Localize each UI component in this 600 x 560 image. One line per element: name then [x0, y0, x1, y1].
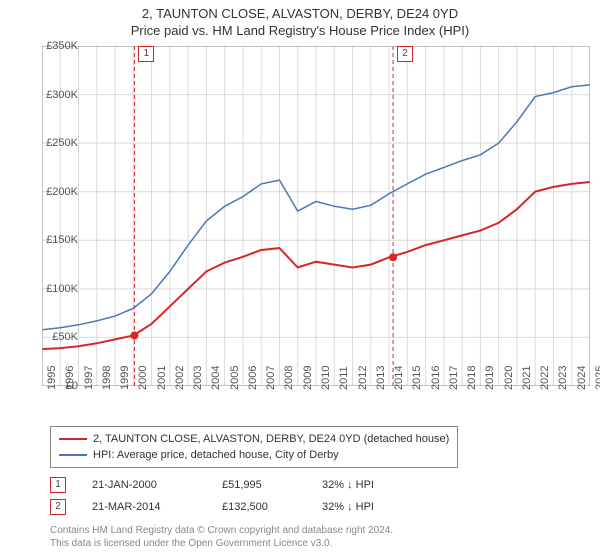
x-tick-label: 2010 — [320, 366, 332, 390]
x-tick-label: 2022 — [539, 366, 551, 390]
chart-area: £0£50K£100K£150K£200K£250K£300K£350K 199… — [42, 46, 590, 386]
y-tick-label: £50K — [38, 331, 78, 343]
x-tick-label: 2006 — [247, 366, 259, 390]
x-tick-label: 2023 — [557, 366, 569, 390]
x-tick-label: 1995 — [46, 366, 58, 390]
chart-svg — [42, 46, 590, 386]
y-tick-label: £100K — [38, 283, 78, 295]
x-tick-label: 2000 — [137, 366, 149, 390]
sale-price: £132,500 — [222, 501, 322, 513]
sale-marker-box: 2 — [397, 46, 413, 62]
x-tick-label: 2009 — [302, 366, 314, 390]
y-tick-label: £150K — [38, 234, 78, 246]
sales-table: 1 21-JAN-2000£51,99532% ↓ HPI 2 21-MAR-2014… — [50, 474, 422, 518]
x-tick-label: 2017 — [448, 366, 460, 390]
x-tick-label: 1998 — [101, 366, 113, 390]
x-tick-label: 2021 — [521, 366, 533, 390]
x-tick-label: 2018 — [466, 366, 478, 390]
x-tick-label: 2001 — [156, 366, 168, 390]
x-tick-label: 1999 — [119, 366, 131, 390]
footer-line1: Contains HM Land Registry data © Crown c… — [50, 524, 393, 537]
x-tick-label: 2012 — [357, 366, 369, 390]
sale-row: 1 21-JAN-2000£51,99532% ↓ HPI — [50, 474, 422, 496]
chart-container: 2, TAUNTON CLOSE, ALVASTON, DERBY, DE24 … — [0, 0, 600, 560]
x-tick-label: 2020 — [503, 366, 515, 390]
x-tick-label: 2013 — [375, 366, 387, 390]
sale-marker-box: 1 — [138, 46, 154, 62]
x-tick-label: 1996 — [64, 366, 76, 390]
title-subtitle: Price paid vs. HM Land Registry's House … — [0, 23, 600, 38]
legend-row: HPI: Average price, detached house, City… — [59, 447, 449, 463]
sale-price: £51,995 — [222, 479, 322, 491]
x-tick-label: 2014 — [393, 366, 405, 390]
x-tick-label: 1997 — [83, 366, 95, 390]
legend-swatch — [59, 454, 87, 456]
x-tick-label: 2005 — [229, 366, 241, 390]
x-tick-label: 2003 — [192, 366, 204, 390]
x-tick-label: 2004 — [210, 366, 222, 390]
legend-row: 2, TAUNTON CLOSE, ALVASTON, DERBY, DE24 … — [59, 431, 449, 447]
sale-row: 2 21-MAR-2014£132,50032% ↓ HPI — [50, 496, 422, 518]
x-tick-label: 2015 — [411, 366, 423, 390]
sale-date: 21-MAR-2014 — [92, 501, 222, 513]
x-tick-label: 2019 — [484, 366, 496, 390]
legend-label: 2, TAUNTON CLOSE, ALVASTON, DERBY, DE24 … — [93, 431, 449, 447]
x-tick-label: 2024 — [576, 366, 588, 390]
x-tick-label: 2016 — [430, 366, 442, 390]
x-tick-label: 2011 — [338, 366, 350, 390]
x-tick-label: 2002 — [174, 366, 186, 390]
footer-note: Contains HM Land Registry data © Crown c… — [50, 524, 393, 550]
sale-diff: 32% ↓ HPI — [322, 501, 422, 513]
legend-label: HPI: Average price, detached house, City… — [93, 447, 339, 463]
x-tick-label: 2007 — [265, 366, 277, 390]
sale-diff: 32% ↓ HPI — [322, 479, 422, 491]
y-tick-label: £200K — [38, 186, 78, 198]
x-tick-label: 2008 — [283, 366, 295, 390]
title-address: 2, TAUNTON CLOSE, ALVASTON, DERBY, DE24 … — [0, 6, 600, 21]
sale-date: 21-JAN-2000 — [92, 479, 222, 491]
legend: 2, TAUNTON CLOSE, ALVASTON, DERBY, DE24 … — [50, 426, 458, 468]
x-tick-label: 2025 — [594, 366, 600, 390]
footer-line2: This data is licensed under the Open Gov… — [50, 537, 393, 550]
title-block: 2, TAUNTON CLOSE, ALVASTON, DERBY, DE24 … — [0, 0, 600, 38]
y-tick-label: £350K — [38, 40, 78, 52]
legend-swatch — [59, 438, 87, 440]
sale-row-marker: 2 — [50, 499, 66, 515]
sale-row-marker: 1 — [50, 477, 66, 493]
y-tick-label: £250K — [38, 137, 78, 149]
y-tick-label: £300K — [38, 89, 78, 101]
